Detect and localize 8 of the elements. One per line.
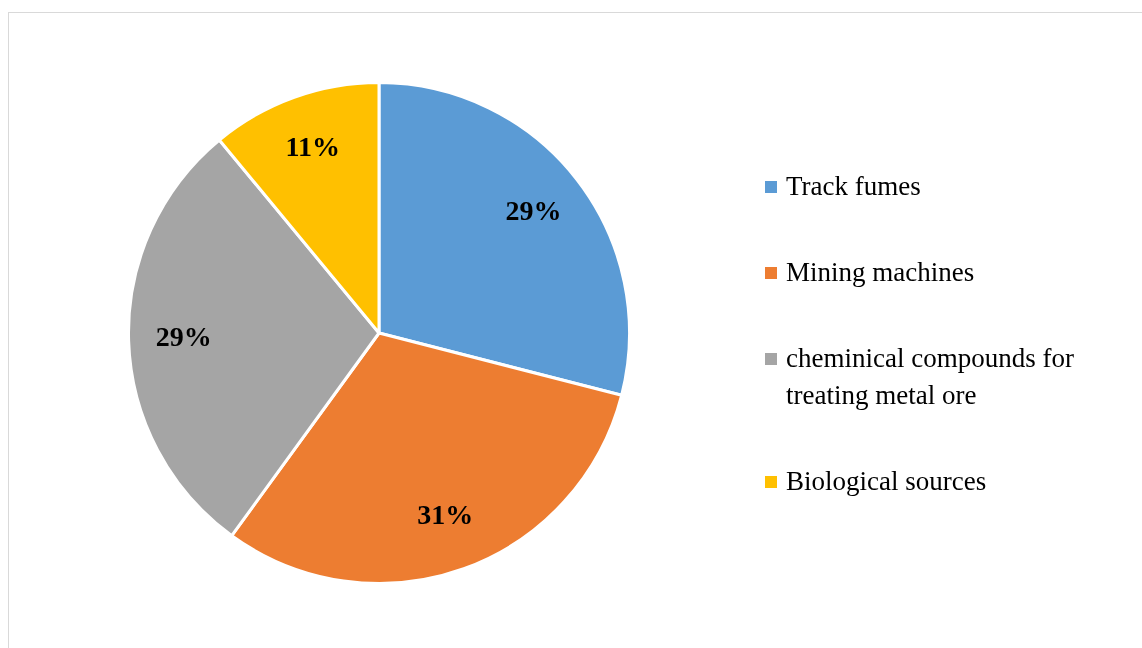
legend-label: Track fumes bbox=[786, 170, 921, 203]
data-label: 29% bbox=[505, 195, 562, 227]
legend-label: Mining machines bbox=[786, 256, 975, 289]
data-label: 31% bbox=[417, 499, 474, 531]
legend-label: Biological sources bbox=[786, 465, 987, 498]
legend-label: cheminical compounds for treating metal ore bbox=[786, 342, 1075, 412]
data-label: 11% bbox=[285, 131, 341, 163]
data-label: 29% bbox=[155, 321, 212, 353]
